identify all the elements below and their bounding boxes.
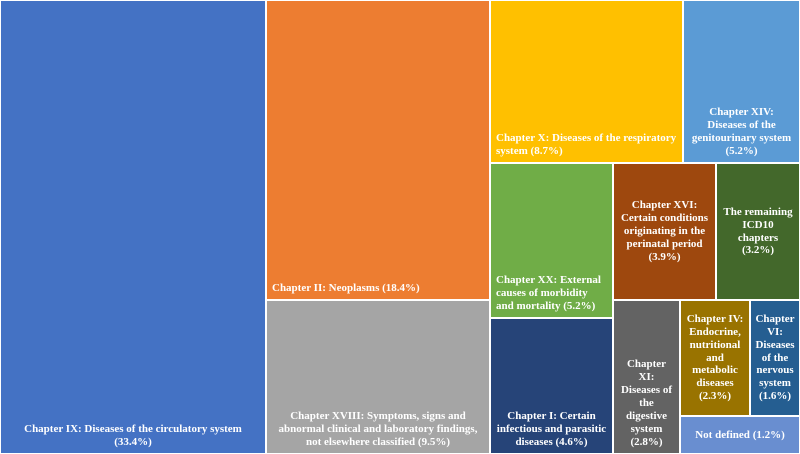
tile-value: (9.5%) [417, 436, 450, 449]
tile-value: (4.6%) [555, 436, 588, 449]
tile-label: Chapter XX: External causes of morbidity… [496, 274, 601, 313]
tile-respiratory: Chapter X: Diseases of the respiratory s… [490, 0, 683, 163]
tile-value: (2.8%) [630, 436, 663, 449]
tile-circulatory: Chapter IX: Diseases of the circulatory … [0, 0, 266, 454]
tile-label: Chapter X: Diseases of the respiratory s… [496, 132, 677, 158]
tile-perinatal: Chapter XVI: Certain conditions originat… [613, 163, 716, 300]
tile-value: (18.4%) [382, 282, 420, 295]
tile-value: (1.2%) [752, 428, 785, 441]
tile-symptoms: Chapter XVIII: Symptoms, signs and abnor… [266, 300, 490, 454]
tile-infectious: Chapter I: Certain infectious and parasi… [490, 318, 613, 454]
tile-label: Chapter VI: Diseases of the nervous syst… [755, 312, 795, 390]
tile-value: (8.7%) [530, 145, 563, 158]
tile-nervous: Chapter VI: Diseases of the nervous syst… [750, 300, 800, 416]
tile-value: (3.9%) [648, 250, 681, 263]
tile-label: Chapter IV: Endocrine, nutritional and m… [686, 312, 744, 390]
tile-value: (5.2%) [563, 300, 596, 313]
tile-value: (5.2%) [725, 145, 758, 158]
tile-digestive: Chapter XI: Diseases of the digestive sy… [613, 300, 680, 454]
tile-value: (33.4%) [114, 436, 152, 449]
tile-value: (2.3%) [698, 390, 732, 403]
tile-neoplasms: Chapter II: Neoplasms (18.4%) [266, 0, 490, 300]
tile-label: Chapter XVI: Certain conditions originat… [620, 199, 709, 250]
tile-value: (1.6%) [758, 390, 792, 403]
tile-label: Chapter XIV: Diseases of the genitourina… [691, 106, 792, 145]
tile-external-causes: Chapter XX: External causes of morbidity… [490, 163, 613, 318]
tile-label: Not defined [695, 428, 750, 441]
tile-genitourinary: Chapter XIV: Diseases of the genitourina… [683, 0, 800, 163]
tile-label: Chapter I: Certain infectious and parasi… [496, 410, 607, 449]
tile-label: Chapter II: Neoplasms [272, 282, 380, 295]
tile-label: The remaining ICD10 chapters [723, 205, 793, 244]
tile-endocrine: Chapter IV: Endocrine, nutritional and m… [680, 300, 750, 416]
tile-not-defined: Not defined (1.2%) [680, 416, 800, 454]
tile-value: (3.2%) [741, 244, 775, 257]
tile-label: Chapter IX: Diseases of the circulatory … [24, 423, 242, 436]
tile-label: Chapter XI: Diseases of the digestive sy… [620, 358, 673, 436]
tile-remaining: The remaining ICD10 chapters (3.2%) [716, 163, 800, 300]
tile-label: Chapter XVIII: Symptoms, signs and abnor… [278, 410, 478, 449]
